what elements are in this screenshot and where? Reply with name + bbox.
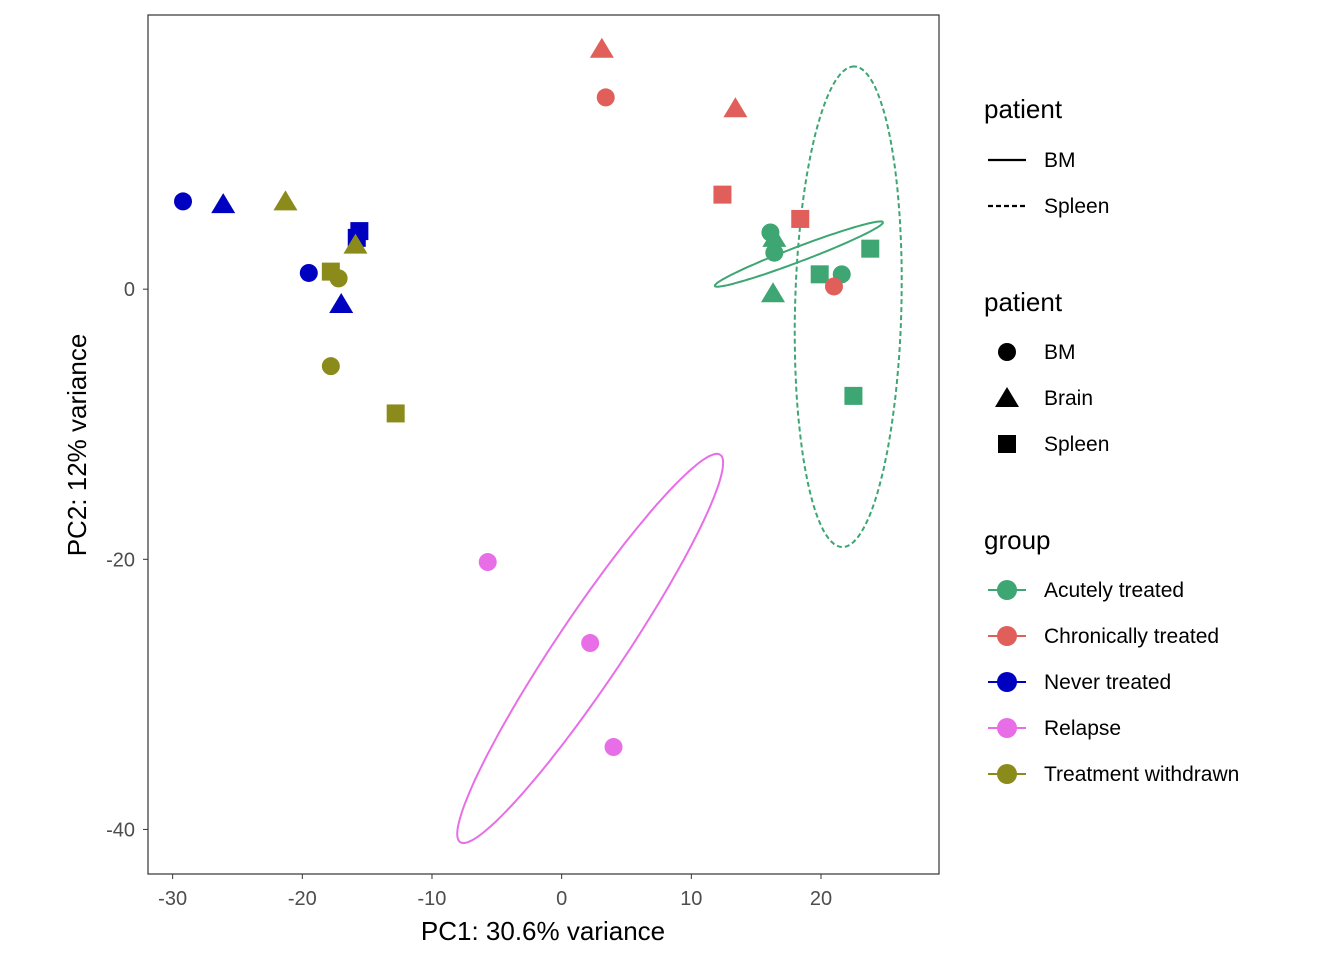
confidence-ellipse: [713, 220, 884, 288]
legend-key-shape: [998, 343, 1016, 361]
data-point: [765, 243, 784, 262]
y-axis-ticks: 0 -20 -40: [106, 279, 148, 841]
data-point: [604, 738, 623, 757]
x-tick-label: 20: [810, 888, 832, 910]
data-point: [762, 226, 787, 247]
legend-key-point: [997, 672, 1017, 692]
x-tick-label: -30: [158, 888, 187, 910]
data-point: [761, 282, 786, 303]
data-point: [791, 209, 810, 228]
point-layer: [174, 37, 880, 757]
x-tick-label: -20: [288, 888, 317, 910]
legend-key-point: [997, 580, 1017, 600]
data-point: [211, 193, 236, 214]
legend-key-point: [997, 764, 1017, 784]
data-point: [844, 386, 863, 405]
y-axis-title: PC2: 12% variance: [62, 334, 92, 557]
y-tick-label: -20: [106, 549, 135, 571]
data-point: [581, 634, 600, 653]
legend-label: Treatment withdrawn: [1044, 763, 1239, 786]
data-point: [824, 277, 843, 296]
legend-key-point: [997, 626, 1017, 646]
data-point: [713, 185, 732, 204]
ellipse-layer: [456, 65, 903, 845]
x-axis-title: PC1: 30.6% variance: [421, 916, 665, 946]
legend-label: Brain: [1044, 387, 1093, 410]
legend-key-shape: [998, 435, 1016, 453]
data-point: [343, 233, 368, 254]
legend-label: Acutely treated: [1044, 579, 1184, 602]
data-point: [596, 88, 615, 107]
data-point: [478, 553, 497, 572]
data-point: [861, 239, 880, 258]
legend-title-patient: patient: [984, 287, 1063, 317]
legend-title-patient: patient: [984, 94, 1063, 124]
confidence-ellipse: [456, 452, 725, 845]
legend-label: Spleen: [1044, 195, 1109, 218]
data-point: [386, 404, 405, 423]
data-point: [329, 293, 354, 314]
legend-label: BM: [1044, 149, 1076, 172]
legend-label: Spleen: [1044, 433, 1109, 456]
data-point: [299, 263, 318, 282]
data-point: [174, 192, 193, 211]
legend-key-shape: [995, 387, 1019, 407]
x-tick-label: 10: [680, 888, 702, 910]
data-point: [589, 37, 614, 58]
y-tick-label: 0: [124, 279, 135, 301]
legend-label: Never treated: [1044, 671, 1171, 694]
x-tick-label: -10: [418, 888, 447, 910]
legend-label: BM: [1044, 341, 1076, 364]
legend: patient BM Spleen patient BM Brain Spleen group…: [984, 94, 1239, 786]
y-tick-label: -40: [106, 819, 135, 841]
data-point: [273, 190, 298, 211]
data-point: [321, 357, 340, 376]
data-point: [723, 97, 748, 118]
legend-key-point: [997, 718, 1017, 738]
x-tick-label: 0: [556, 888, 567, 910]
x-axis-ticks: -30 -20 -10 0 10 20: [158, 874, 832, 910]
legend-label: Relapse: [1044, 717, 1121, 740]
legend-title-group: group: [984, 525, 1051, 555]
confidence-ellipse: [793, 65, 903, 549]
plot-panel-border: [147, 14, 940, 875]
data-point: [321, 262, 340, 281]
data-point: [810, 265, 829, 284]
legend-label: Chronically treated: [1044, 625, 1219, 648]
